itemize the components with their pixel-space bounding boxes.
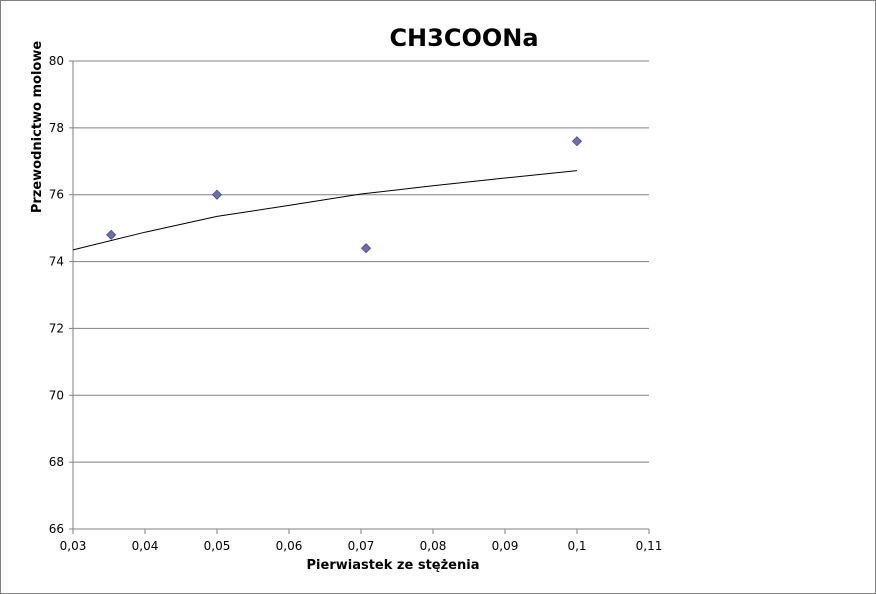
x-tick-label: 0,09	[492, 539, 519, 553]
y-tick-label: 74	[49, 255, 64, 269]
x-tick-label: 0,03	[60, 539, 87, 553]
y-tick-label: 78	[49, 121, 64, 135]
gridlines	[73, 60, 649, 463]
x-tick-label: 0,04	[132, 539, 159, 553]
y-axis-ticks: 66 68 70 72 74 76 78 80	[49, 54, 73, 536]
data-points	[106, 136, 583, 254]
trendline	[72, 170, 578, 251]
x-tick-label: 0,05	[204, 539, 231, 553]
y-tick-label: 76	[49, 188, 64, 202]
y-tick-label: 66	[49, 522, 64, 536]
chart-title: CH3COONa	[389, 24, 538, 52]
x-axis-ticks: 0,03 0,04 0,05 0,06 0,07 0,08 0,09 0,1 0,11	[60, 529, 663, 553]
y-tick-label: 68	[49, 455, 64, 469]
data-point	[571, 136, 583, 147]
x-tick-label: 0,06	[276, 539, 303, 553]
y-tick-label: 80	[49, 54, 64, 68]
y-tick-label: 72	[49, 321, 64, 335]
x-tick-label: 0,08	[420, 539, 447, 553]
x-tick-label: 0,11	[636, 539, 663, 553]
data-point	[211, 189, 223, 200]
data-point	[106, 229, 117, 240]
x-tick-label: 0,1	[567, 539, 586, 553]
x-axis-label: Pierwiastek ze stężenia	[307, 558, 480, 573]
y-tick-label: 70	[49, 388, 64, 402]
x-tick-label: 0,07	[348, 539, 375, 553]
y-axis-label: Przewodnictwo molowe	[30, 41, 45, 214]
data-point	[360, 243, 372, 254]
